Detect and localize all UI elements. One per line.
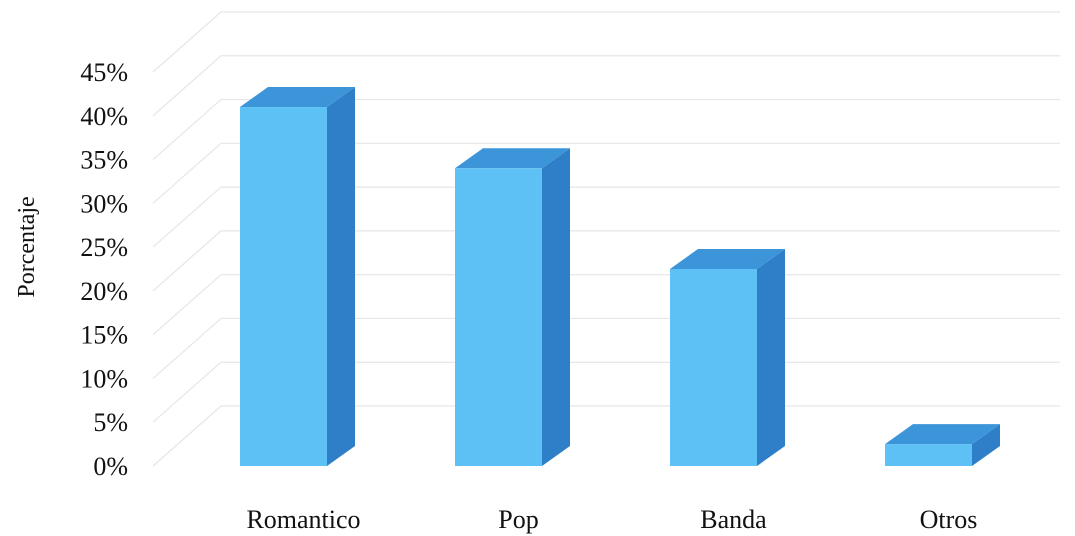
bar-top bbox=[455, 148, 570, 169]
bar-front bbox=[885, 444, 972, 466]
y-axis-title: Porcentaje bbox=[14, 196, 40, 297]
gridline bbox=[152, 230, 1060, 292]
bar-front bbox=[670, 269, 757, 466]
bar-front bbox=[240, 107, 327, 467]
y-tick-label: 0% bbox=[93, 452, 128, 481]
bar-side bbox=[972, 424, 1000, 466]
bar-top bbox=[885, 424, 1000, 445]
x-axis-labels: Romantico Pop Banda Otros bbox=[246, 505, 977, 534]
bar-side bbox=[757, 249, 785, 466]
bar bbox=[670, 249, 785, 466]
y-tick-label: 25% bbox=[80, 233, 128, 262]
bar bbox=[885, 424, 1000, 466]
x-category-label: Pop bbox=[498, 505, 538, 534]
x-category-label: Banda bbox=[700, 505, 767, 534]
y-tick-label: 5% bbox=[93, 408, 128, 437]
gridline bbox=[152, 55, 1060, 117]
y-tick-label: 15% bbox=[80, 321, 128, 350]
bar-side bbox=[327, 87, 355, 467]
bar bbox=[455, 148, 570, 467]
y-tick-label: 40% bbox=[80, 102, 128, 131]
bars bbox=[240, 87, 1000, 467]
y-tick-label: 20% bbox=[80, 277, 128, 306]
bar-side bbox=[542, 148, 570, 467]
gridline bbox=[152, 186, 1060, 248]
y-tick-label: 45% bbox=[80, 58, 128, 87]
x-category-label: Romantico bbox=[246, 505, 360, 534]
y-tick-label: 10% bbox=[80, 364, 128, 393]
bar-top bbox=[670, 249, 785, 269]
y-tick-label: 35% bbox=[80, 146, 128, 175]
bar-front bbox=[455, 168, 542, 467]
y-tick-label: 30% bbox=[80, 189, 128, 218]
gridline bbox=[152, 98, 1060, 161]
grid bbox=[152, 11, 1060, 467]
x-category-label: Otros bbox=[920, 505, 978, 534]
bar bbox=[240, 87, 355, 467]
bar-top bbox=[240, 87, 355, 108]
y-axis-ticks: 0% 5% 10% 15% 20% 25% 30% 35% 40% 45% bbox=[80, 58, 128, 481]
gridline bbox=[152, 11, 1060, 73]
gridline bbox=[152, 142, 1060, 204]
